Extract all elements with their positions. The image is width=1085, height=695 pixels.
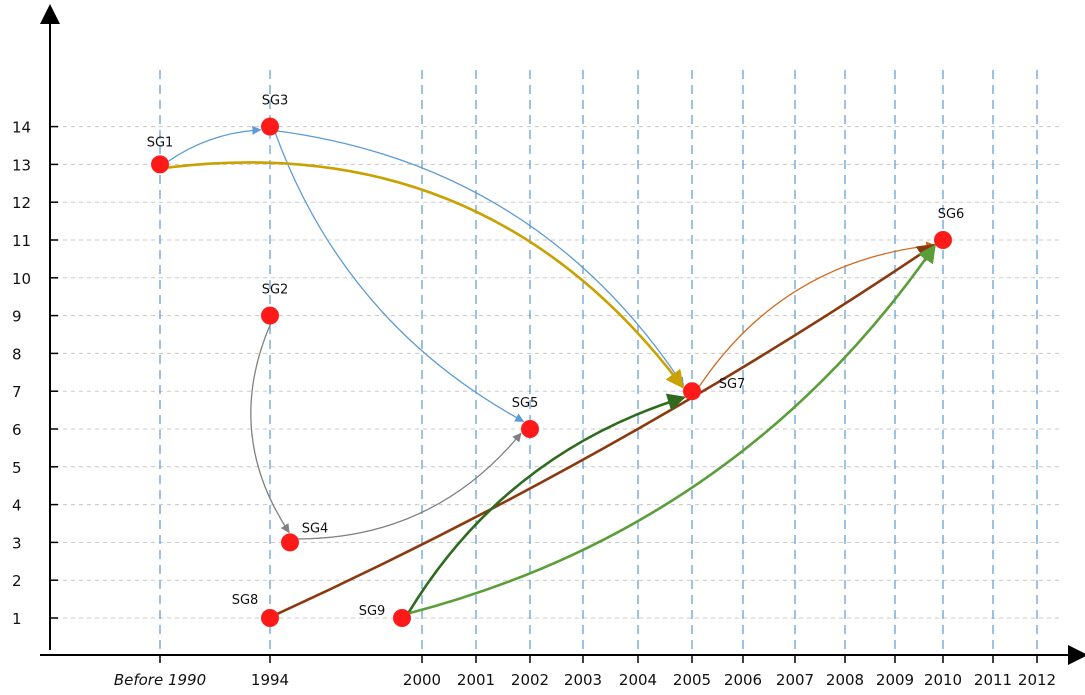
node-label-sg3: SG3 <box>262 94 289 109</box>
node-label-sg9: SG9 <box>359 604 386 619</box>
node-label-sg7: SG7 <box>719 377 746 392</box>
node-sg3 <box>261 117 279 136</box>
y-tick-label: 9 <box>12 308 22 326</box>
x-tick-label: 2006 <box>724 671 762 689</box>
y-tick-label: 5 <box>12 459 22 477</box>
y-tick-label: 1 <box>12 610 22 628</box>
nodes: SG1 SG2 SG3 SG4 SG5 SG6 SG7 SG8 SG9 <box>147 94 965 627</box>
x-tick-label: 2003 <box>564 671 602 689</box>
node-sg7 <box>683 382 701 401</box>
node-label-sg1: SG1 <box>147 135 174 150</box>
x-tick-label: 2011 <box>974 671 1012 689</box>
edge-sg2-sg4 <box>250 323 290 534</box>
x-tick-label: Before 1990 <box>114 671 206 689</box>
y-tick-label: 7 <box>12 383 22 401</box>
x-tick-label: 2005 <box>673 671 711 689</box>
x-tick-label: 1994 <box>251 671 289 689</box>
x-tick-label: 2001 <box>457 671 495 689</box>
y-tick-label: 8 <box>12 345 22 363</box>
axes <box>40 4 1085 665</box>
x-tick-label: 2009 <box>876 671 914 689</box>
grid <box>55 70 1060 655</box>
edge-sg9-sg7 <box>407 393 686 614</box>
y-tick-label: 11 <box>12 232 31 250</box>
node-label-sg6: SG6 <box>938 207 965 222</box>
node-label-sg4: SG4 <box>302 521 329 536</box>
node-sg9 <box>393 609 411 627</box>
node-sg4 <box>281 533 299 552</box>
y-tick-label: 3 <box>12 534 22 552</box>
node-label-sg8: SG8 <box>232 593 259 608</box>
edges <box>167 125 936 616</box>
edge-sg9-sg6 <box>408 244 936 615</box>
x-tick-label: 2004 <box>619 671 657 689</box>
x-tick-label: 2008 <box>826 671 864 689</box>
x-tick-label: 2012 <box>1018 671 1056 689</box>
node-sg2 <box>261 306 279 325</box>
edge-sg1-sg7 <box>167 161 684 389</box>
y-tick-label: 14 <box>12 119 31 137</box>
node-label-sg2: SG2 <box>262 283 289 298</box>
x-tick-label: 2007 <box>776 671 814 689</box>
x-tick-label: 2002 <box>511 671 549 689</box>
edge-sg7-sg6 <box>698 241 936 388</box>
node-label-sg5: SG5 <box>512 396 539 411</box>
edge-sg3-sg5 <box>274 132 525 422</box>
node-sg1 <box>151 155 169 174</box>
y-tick-label: 13 <box>12 156 31 174</box>
y-tick-label: 2 <box>12 572 22 590</box>
y-tick-label: 6 <box>12 421 22 439</box>
x-tick-label: 2010 <box>924 671 962 689</box>
edge-sg3-sg7 <box>276 130 685 387</box>
edge-sg8-sg6 <box>276 243 936 616</box>
y-tick-label: 10 <box>12 270 31 288</box>
node-sg8 <box>261 609 279 627</box>
x-tick-label: 2000 <box>403 671 441 689</box>
y-tick-label: 12 <box>12 194 31 212</box>
edge-sg4-sg5 <box>297 432 522 540</box>
y-tick-label: 4 <box>12 497 22 515</box>
edge-sg1-sg3 <box>167 125 262 163</box>
node-sg5 <box>521 420 539 438</box>
x-ticks: Before 1990 1994 2000 2001 2002 2003 2004 2005 2… <box>114 655 1056 689</box>
node-sg6 <box>934 231 952 249</box>
